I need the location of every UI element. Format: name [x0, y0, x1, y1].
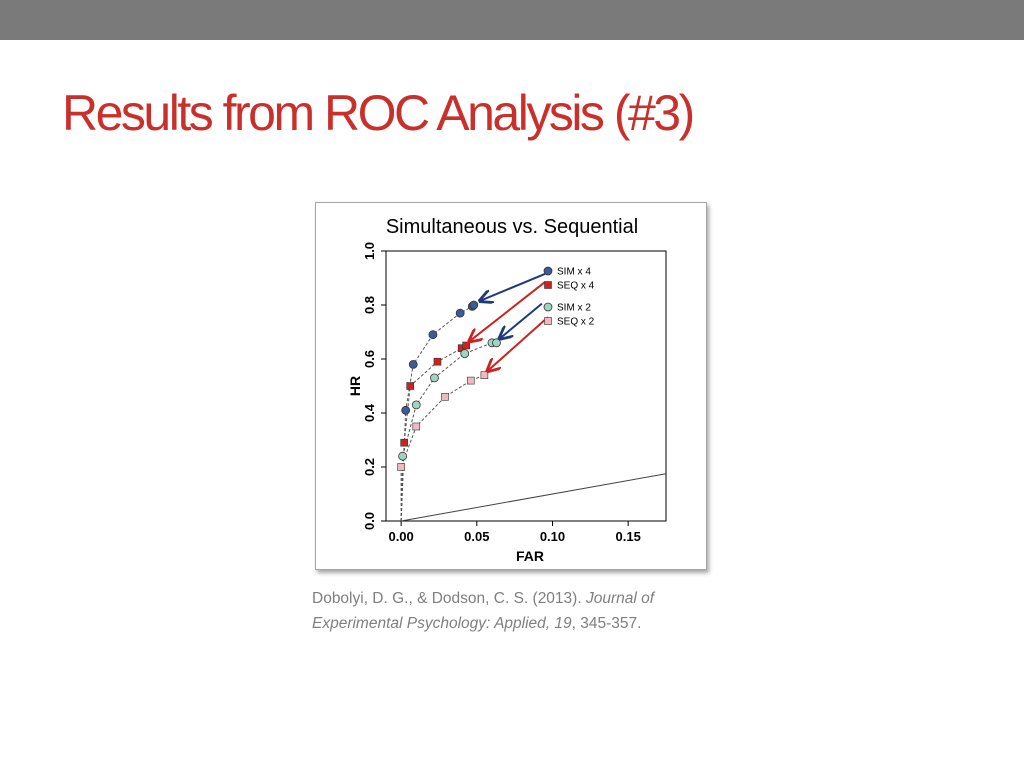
- curve-seq-x-4: [400, 345, 467, 522]
- y-tick-label: 0.6: [362, 350, 377, 368]
- y-tick-label: 0.4: [362, 403, 377, 422]
- x-tick-label: 0.05: [464, 529, 489, 544]
- legend-label-seq-x-4: SEQ x 4: [557, 281, 595, 292]
- legend-symbol-seq-x-2: [544, 317, 552, 325]
- legend-label-sim-x-2: SIM x 2: [557, 303, 591, 314]
- y-axis: 0.0 0.2 0.4 0.6 0.8 1.0: [362, 242, 386, 530]
- point-sim-x-4: [428, 330, 438, 340]
- point-sim-x-4: [469, 300, 479, 310]
- point-seq-x-2: [466, 376, 475, 385]
- legend-label-seq-x-2: SEQ x 2: [557, 317, 595, 328]
- legend-symbol-sim-x-4: [543, 266, 553, 276]
- citation-authors: Dobolyi, D. G., & Dodson, C. S. (2013).: [312, 590, 586, 607]
- point-sim-x-2: [492, 338, 501, 348]
- point-sim-x-2: [460, 349, 470, 359]
- y-tick-label: 1.0: [362, 242, 377, 260]
- roc-chart: Simultaneous vs. Sequential 0.00 0.05 0.10…: [315, 202, 707, 570]
- legend-label-sim-x-4: SIM x 4: [557, 267, 591, 278]
- y-tick-label: 0.8: [362, 296, 377, 314]
- chart-title: Simultaneous vs. Sequential: [386, 216, 638, 238]
- annotation-arrow: [480, 273, 546, 301]
- y-axis-label: HR: [347, 376, 363, 396]
- x-axis-label: FAR: [516, 548, 544, 564]
- annotation-arrows: [469, 273, 549, 371]
- data-points: [397, 300, 501, 471]
- point-sim-x-2: [398, 451, 408, 461]
- point-seq-x-4: [400, 438, 408, 447]
- x-tick-label: 0.00: [388, 529, 413, 544]
- point-sim-x-4: [408, 359, 418, 369]
- chance-line: [401, 473, 667, 522]
- y-tick-label: 0.2: [362, 458, 377, 476]
- citation: Dobolyi, D. G., & Dodson, C. S. (2013). …: [312, 586, 732, 636]
- roc-chart-svg: Simultaneous vs. Sequential 0.00 0.05 0.10…: [347, 216, 667, 564]
- plot-area: [385, 250, 667, 522]
- point-sim-x-4: [401, 405, 411, 415]
- x-axis: 0.00 0.05 0.10 0.15: [388, 521, 641, 544]
- slide-title: Results from ROC Analysis (#3): [62, 85, 695, 141]
- citation-journal: Journal of Experimental Psychology: Appl…: [312, 590, 655, 632]
- legend: SIM x 4 SEQ x 4 SIM x 2 SEQ x 2: [543, 266, 595, 328]
- legend-symbol-seq-x-4: [544, 281, 552, 289]
- point-sim-x-2: [430, 373, 439, 383]
- x-tick-label: 0.10: [540, 529, 565, 544]
- chance-diagonal: [401, 473, 667, 522]
- point-seq-x-2: [480, 371, 489, 379]
- curve-sim-x-2: [400, 342, 497, 522]
- point-sim-x-4: [455, 308, 465, 318]
- point-seq-x-4: [462, 341, 471, 350]
- roc-curves: [400, 304, 497, 522]
- point-seq-x-2: [441, 393, 449, 401]
- citation-pages: , 345-357.: [571, 615, 642, 632]
- annotation-arrow: [487, 316, 549, 371]
- legend-symbol-sim-x-2: [543, 302, 553, 312]
- y-tick-label: 0.0: [362, 512, 377, 530]
- point-seq-x-2: [412, 422, 421, 431]
- point-seq-x-4: [433, 357, 442, 366]
- x-tick-label: 0.15: [616, 529, 641, 544]
- annotation-arrow: [500, 302, 543, 339]
- point-sim-x-2: [411, 400, 421, 410]
- annotation-arrow: [469, 281, 546, 341]
- point-seq-x-4: [406, 382, 415, 390]
- top-bar: [0, 0, 1024, 40]
- point-seq-x-2: [397, 463, 405, 471]
- curve-sim-x-4: [400, 304, 475, 522]
